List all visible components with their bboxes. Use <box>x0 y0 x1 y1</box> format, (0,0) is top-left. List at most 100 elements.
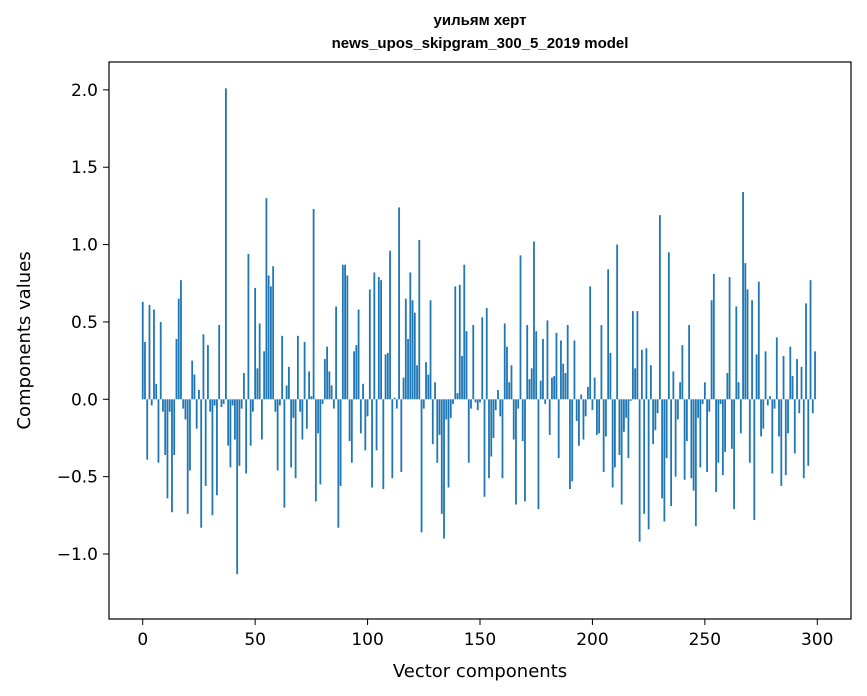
bar <box>506 346 508 400</box>
bar <box>814 351 816 400</box>
bar <box>371 399 373 488</box>
bar <box>481 317 484 400</box>
bar <box>292 399 295 418</box>
y-tick-label: 1.5 <box>71 158 98 178</box>
bar <box>748 399 751 463</box>
bar <box>764 351 767 400</box>
bar <box>494 399 497 411</box>
bar <box>589 286 592 400</box>
bar <box>773 399 776 409</box>
bar <box>672 371 675 400</box>
bar <box>330 385 333 400</box>
bar <box>393 397 396 400</box>
bar <box>303 342 306 400</box>
bar <box>724 399 726 452</box>
bar <box>362 383 364 400</box>
bar <box>582 399 585 440</box>
bar <box>508 382 511 400</box>
bar <box>688 325 691 400</box>
bar <box>548 399 551 435</box>
bar <box>431 399 434 445</box>
bar <box>384 354 387 400</box>
bar <box>685 399 688 442</box>
x-tick-label: 0 <box>137 630 148 650</box>
bar <box>721 399 724 476</box>
bar <box>692 399 695 491</box>
bar <box>364 399 367 451</box>
bar <box>407 338 409 400</box>
bar <box>434 382 436 400</box>
bar <box>229 399 232 468</box>
bar <box>780 399 783 486</box>
bar <box>742 191 744 400</box>
bar <box>584 399 587 417</box>
bar <box>344 264 346 400</box>
bar <box>791 376 794 400</box>
bar <box>404 298 407 400</box>
bar <box>539 380 542 400</box>
bar <box>631 311 634 400</box>
bar <box>647 399 650 530</box>
bar <box>323 359 326 400</box>
bar <box>449 399 452 418</box>
bar <box>247 253 250 400</box>
bar <box>706 399 708 473</box>
bar <box>413 312 416 400</box>
bar <box>319 399 322 485</box>
bar <box>177 298 180 400</box>
bar <box>382 399 385 490</box>
bar <box>510 365 513 400</box>
bar <box>447 399 450 488</box>
y-axis-ticks: −1.0 −0.5 0.0 0.5 1.0 1.5 2.0 <box>57 81 109 565</box>
bar <box>472 325 475 400</box>
bar <box>373 272 376 400</box>
bar <box>517 399 520 409</box>
bar <box>175 338 178 400</box>
bar <box>220 399 223 408</box>
bar <box>265 198 268 400</box>
bar <box>733 399 735 510</box>
bar <box>694 399 697 527</box>
bar <box>204 399 207 486</box>
bar <box>366 399 369 417</box>
bar <box>153 309 155 400</box>
bar <box>656 399 659 414</box>
bar <box>751 300 753 400</box>
bar <box>701 399 704 404</box>
bar <box>544 399 547 404</box>
bar <box>476 399 479 411</box>
bar <box>616 244 619 400</box>
bar <box>712 273 715 400</box>
bar <box>580 394 583 400</box>
bar <box>782 355 785 400</box>
bar <box>769 396 771 400</box>
bar <box>243 372 245 400</box>
bar <box>456 393 459 400</box>
bar <box>328 371 331 400</box>
bar <box>350 399 353 463</box>
bar <box>276 399 279 471</box>
bar <box>560 340 562 400</box>
y-tick-label: −1.0 <box>57 545 98 565</box>
bar <box>730 399 733 449</box>
bar <box>377 277 380 400</box>
bar <box>440 399 443 514</box>
bar <box>341 264 344 400</box>
bar <box>699 399 702 468</box>
bar <box>191 360 194 400</box>
bar <box>274 399 277 412</box>
bar <box>294 399 297 479</box>
bar <box>218 325 221 400</box>
bar <box>452 399 454 404</box>
bar <box>474 399 477 403</box>
bar <box>596 399 598 435</box>
bar <box>465 331 468 400</box>
x-tick-label: 50 <box>244 630 266 650</box>
bar <box>645 348 648 400</box>
chart-title: уильям херт <box>433 12 527 29</box>
bar <box>296 335 299 400</box>
y-tick-label: 2.0 <box>71 81 98 101</box>
bar <box>339 399 342 486</box>
